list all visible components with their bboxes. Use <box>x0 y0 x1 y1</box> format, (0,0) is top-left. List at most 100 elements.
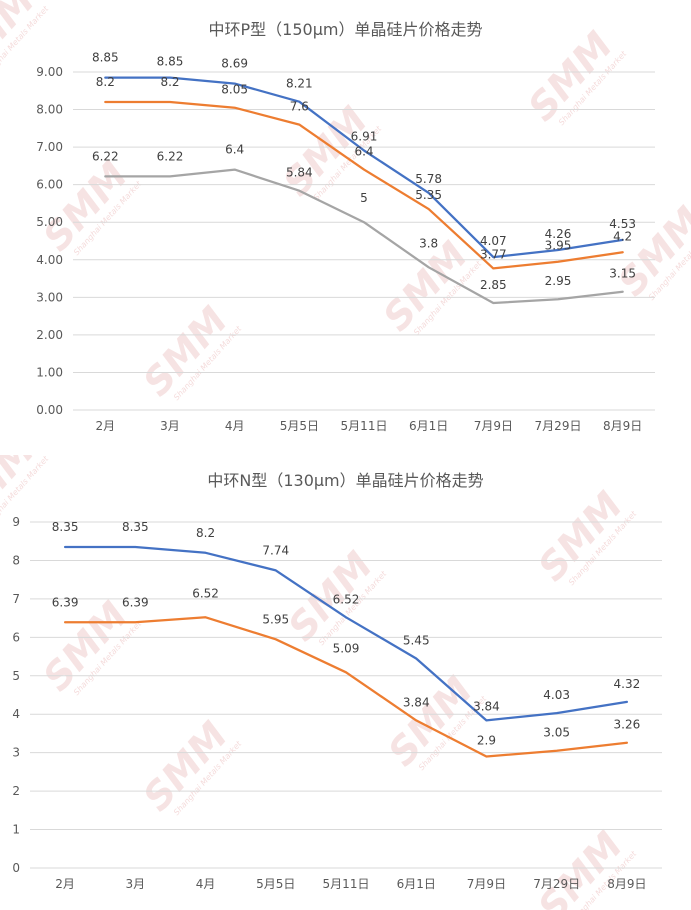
data-label: 8.85 <box>92 51 119 65</box>
x-tick-label: 5月5日 <box>256 877 295 891</box>
data-label: 8.69 <box>221 57 248 71</box>
data-label: 5.45 <box>403 633 430 647</box>
x-tick-label: 3月 <box>126 877 146 891</box>
y-tick-label: 9 <box>12 515 20 529</box>
x-tick-label: 8月9日 <box>603 419 642 433</box>
x-tick-label: 2月 <box>96 419 116 433</box>
data-label: 5.09 <box>333 641 360 655</box>
series-line-1 <box>63 545 629 722</box>
y-tick-label: 0.00 <box>36 403 63 417</box>
data-label: 6.4 <box>354 145 373 159</box>
data-label: 3.95 <box>545 239 572 253</box>
y-tick-label: 8 <box>12 553 20 567</box>
y-tick-label: 0 <box>12 861 20 875</box>
data-label: 4.32 <box>614 677 641 691</box>
x-tick-label: 7月29日 <box>535 419 582 433</box>
data-label: 3.77 <box>480 247 507 261</box>
data-label: 3.26 <box>614 718 641 732</box>
data-label: 5.78 <box>415 172 442 186</box>
data-label: 3.84 <box>473 699 500 713</box>
data-label: 4.26 <box>545 227 572 241</box>
data-label: 5.35 <box>415 188 442 202</box>
x-tick-label: 6月1日 <box>397 877 436 891</box>
data-label: 8.2 <box>196 526 215 540</box>
y-tick-label: 4 <box>12 707 20 721</box>
watermark-logo: SMM <box>610 198 691 304</box>
x-tick-label: 4月 <box>225 419 245 433</box>
x-tick-label: 3月 <box>160 419 180 433</box>
y-tick-label: 2 <box>12 784 20 798</box>
data-label: 4.53 <box>609 217 636 231</box>
y-tick-label: 4.00 <box>36 253 63 267</box>
x-tick-label: 5月11日 <box>341 419 388 433</box>
data-label: 7.6 <box>290 100 309 114</box>
data-label: 4.03 <box>543 688 570 702</box>
y-tick-label: 3 <box>12 746 20 760</box>
data-label: 3.05 <box>543 726 570 740</box>
data-label: 8.2 <box>160 75 179 89</box>
chart-panel-n-type: 中环N型（130μm）单晶硅片价格走势 SMM Shanghai Metals M… <box>0 455 691 910</box>
y-tick-label: 1.00 <box>36 365 63 379</box>
y-tick-label: 2.00 <box>36 328 63 342</box>
data-label: 4.07 <box>480 234 507 248</box>
x-tick-label: 7月9日 <box>467 877 506 891</box>
x-tick-label: 7月29日 <box>533 877 580 891</box>
data-label: 5.84 <box>286 166 313 180</box>
data-label: 8.05 <box>221 83 248 97</box>
data-label: 7.74 <box>262 543 289 557</box>
series-line-3 <box>104 168 624 305</box>
chart-title: 中环N型（130μm）单晶硅片价格走势 <box>207 471 484 490</box>
y-tick-label: 1 <box>12 823 20 837</box>
panel-divider <box>0 440 691 455</box>
data-label: 6.39 <box>122 595 149 609</box>
y-tick-label: 6.00 <box>36 178 63 192</box>
x-tick-label: 4月 <box>196 877 216 891</box>
data-label: 8.35 <box>52 520 79 534</box>
y-tick-label: 9.00 <box>36 65 63 79</box>
data-label: 2.9 <box>477 734 496 748</box>
data-label: 3.15 <box>609 267 636 281</box>
chart-title: 中环P型（150μm）单晶硅片价格走势 <box>208 20 483 39</box>
data-label: 6.52 <box>192 586 219 600</box>
x-tick-label: 5月11日 <box>323 877 370 891</box>
data-label: 8.85 <box>157 55 184 69</box>
data-label: 6.52 <box>333 592 360 606</box>
data-label: 3.8 <box>419 236 438 250</box>
data-label: 6.4 <box>225 143 244 157</box>
series-line-2 <box>104 100 624 270</box>
y-tick-label: 7 <box>12 592 20 606</box>
x-tick-label: 6月1日 <box>409 419 448 433</box>
data-label: 2.85 <box>480 278 507 292</box>
data-label: 8.21 <box>286 77 313 91</box>
data-label: 8.2 <box>96 75 115 89</box>
data-label: 6.39 <box>52 595 79 609</box>
series-line-2 <box>63 616 629 758</box>
y-tick-label: 6 <box>12 630 20 644</box>
x-tick-label: 7月9日 <box>474 419 513 433</box>
data-label: 2.95 <box>545 274 572 288</box>
x-tick-label: 8月9日 <box>607 877 646 891</box>
x-tick-label: 5月5日 <box>280 419 319 433</box>
y-tick-label: 3.00 <box>36 290 63 304</box>
data-label: 6.91 <box>351 129 378 143</box>
data-label: 6.22 <box>157 149 184 163</box>
y-tick-label: 5 <box>12 669 20 683</box>
y-tick-label: 8.00 <box>36 103 63 117</box>
x-tick-label: 2月 <box>55 877 75 891</box>
y-tick-label: 7.00 <box>36 140 63 154</box>
data-label: 4.2 <box>613 229 632 243</box>
data-label: 8.35 <box>122 520 149 534</box>
y-tick-label: 5.00 <box>36 215 63 229</box>
chart-panel-p-type: 中环P型（150μm）单晶硅片价格走势 SMM Shanghai Metals M… <box>0 0 691 440</box>
data-label: 3.84 <box>403 695 430 709</box>
